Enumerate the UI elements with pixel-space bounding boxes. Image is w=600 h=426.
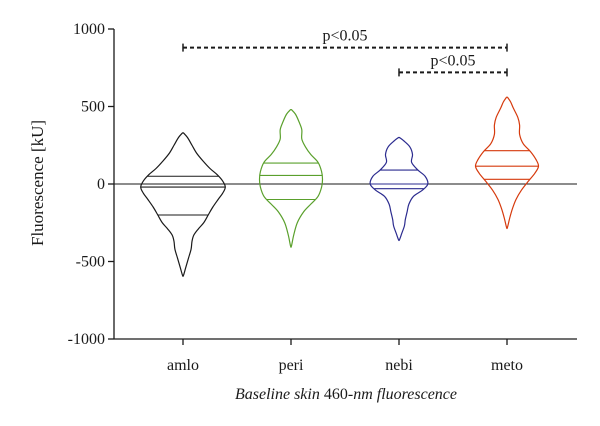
violin-meto	[474, 96, 540, 230]
violin-nebi	[369, 136, 429, 242]
y-tick-label: -500	[76, 254, 105, 271]
x-tick-label-amlo: amlo	[167, 357, 199, 374]
significance-label-2: p<0.05	[430, 52, 475, 69]
violins	[140, 96, 540, 278]
y-axis: 1000 500 0 -500 -1000	[68, 21, 577, 348]
y-tick-label: 1000	[73, 21, 105, 38]
significance-annotations: p<0.05 p<0.05	[182, 28, 508, 77]
y-tick-label: -1000	[68, 331, 105, 348]
x-axis-title-part3: nm fluorescence	[353, 386, 457, 403]
y-tick-label: 0	[97, 176, 105, 193]
violin-peri	[258, 109, 324, 248]
x-axis-title-part1: Baseline skin	[235, 386, 324, 403]
violin-amlo	[140, 132, 226, 278]
x-tick-label-meto: meto	[491, 357, 523, 374]
x-axis: amlo peri nebi meto	[114, 338, 577, 374]
y-tick-label: 500	[81, 99, 105, 116]
x-tick-label-nebi: nebi	[385, 357, 413, 374]
significance-label-1: p<0.05	[322, 28, 367, 45]
x-axis-title-part2: 460-	[324, 386, 353, 403]
x-axis-title: Baseline skin 460-nm fluorescence	[235, 386, 457, 403]
x-tick-label-peri: peri	[279, 357, 304, 374]
y-axis-title: Fluorescence [kU]	[28, 120, 47, 246]
